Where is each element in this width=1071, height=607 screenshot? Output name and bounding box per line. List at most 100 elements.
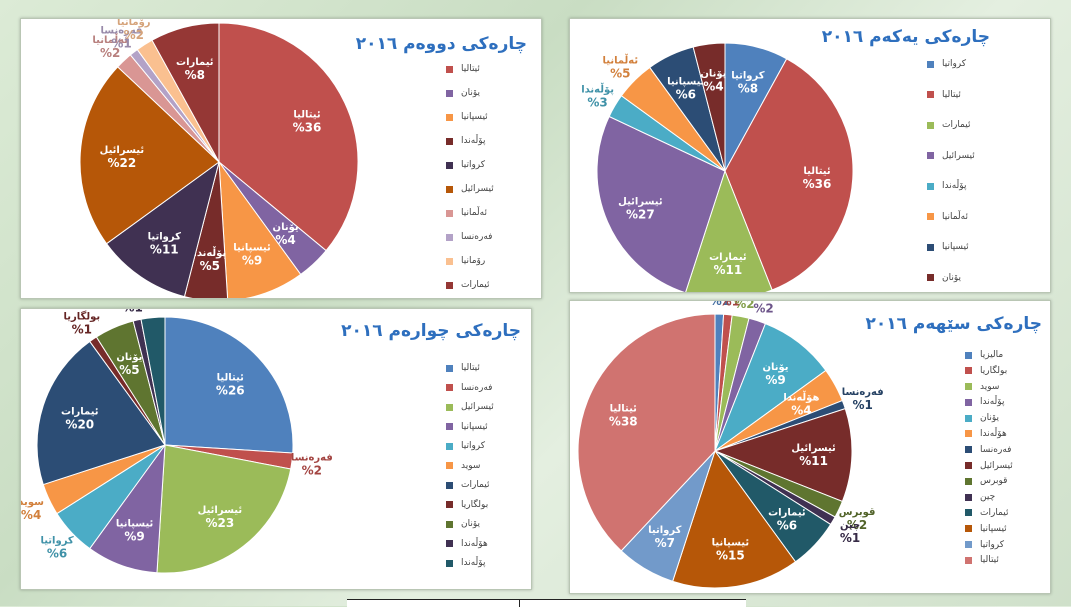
legend-item-c4-11: ئیسپانیا	[965, 522, 1045, 536]
chart-panel-q2: ئیتالیا %36 یۆنان %4 ئیسپانیا %9 پۆڵەندا %5 كروا…	[20, 18, 542, 299]
legend-swatch	[446, 520, 453, 528]
legend-item-c4-7: ئیسرائیل	[965, 459, 1045, 473]
slice-value-c3-5: %4	[21, 508, 41, 522]
pie-slice-c3-2	[156, 444, 292, 574]
bottom-bar-divider	[519, 600, 520, 607]
legend-swatch	[446, 89, 453, 97]
legend-item-c2-1: یۆنان	[446, 86, 536, 100]
legend-swatch	[446, 137, 453, 145]
slice-label-c3-6: ئیمارات	[61, 406, 99, 417]
legend-label: ئیتالیا	[461, 363, 480, 373]
slice-value-c1-7: %4	[703, 80, 723, 94]
slice-label-c2-1: یۆنان	[273, 222, 299, 233]
chart-title-q4: چارەکی چوارەم ٢٠١٦	[341, 321, 521, 341]
slice-value-c2-2: %9	[242, 254, 262, 268]
legend-swatch	[965, 525, 972, 533]
legend-item-c2-5: ئیسرائیل	[446, 182, 536, 196]
legend-label: ئیسپانیا	[980, 523, 1007, 534]
legend-swatch	[446, 233, 453, 241]
legend-swatch	[965, 430, 972, 438]
legend-label: رۆمانیا	[461, 256, 486, 266]
slice-label-c3-3: ئیسپانیا	[116, 518, 153, 529]
legend-q2: ئیتالیا یۆنان ئیسپانیا پۆڵەندا كرواتيا ئیسرائ…	[446, 62, 536, 298]
pie-slice-c1-1	[724, 58, 854, 291]
chart-title-q2: چارەکی دووەم ٢٠١٦	[355, 34, 527, 54]
legend-label: یۆنان	[461, 519, 481, 529]
legend-item-c2-3: پۆڵەندا	[446, 134, 536, 148]
slice-value-c1-6: %6	[676, 88, 696, 102]
legend-label: یۆنان	[942, 272, 962, 283]
legend-item-c4-3: پۆڵەندا	[965, 395, 1045, 409]
legend-label: ئیسرائیل	[461, 402, 494, 412]
legend-swatch	[927, 182, 934, 190]
slice-label-c2-8: رۆمانیا	[117, 19, 151, 28]
slice-value-c4-5: %4	[791, 404, 811, 418]
slice-value-c1-1: %36	[803, 177, 832, 191]
legend-item-c2-2: ئیسپانیا	[446, 110, 536, 124]
slice-label-c2-7: فەرەنسا	[101, 25, 143, 36]
legend-swatch	[446, 281, 453, 289]
legend-swatch	[965, 477, 972, 485]
legend-swatch	[927, 121, 934, 129]
slice-label-c2-0: ئیتالیا	[293, 110, 320, 121]
slice-label-c1-0: كرواتيا	[731, 71, 764, 82]
legend-label: قوبرس	[980, 476, 1008, 487]
slice-value-c3-7: %1	[72, 323, 92, 337]
slice-value-c2-1: %4	[275, 233, 295, 247]
chart-panel-q1: كرواتيا %8 ئیتالیا %36 ئیمارات %11 ئیسرائیل %27…	[569, 18, 1051, 293]
pie-slice-c2-5	[79, 66, 220, 245]
pie-slice-c3-6	[36, 340, 166, 486]
legend-swatch	[927, 91, 934, 98]
legend-swatch	[446, 481, 453, 489]
legend-label: بولگاریا	[980, 365, 1008, 376]
slice-value-c4-3: %2	[753, 302, 773, 316]
pie-slice-c4-11	[672, 449, 797, 589]
slice-value-c4-6: %1	[853, 398, 873, 412]
legend-label: سوید	[461, 460, 481, 471]
legend-swatch	[446, 364, 453, 372]
slice-label-c4-13: ئیتالیا	[610, 404, 637, 415]
legend-label: پۆڵەندا	[461, 558, 486, 568]
slice-value-c1-4: %3	[587, 96, 607, 110]
legend-item-c3-2: ئیسرائیل	[446, 400, 526, 414]
legend-label: پۆڵەندا	[942, 181, 967, 191]
legend-q4: ئیتالیا فەرەنسا ئیسرائیل ئیسپانیا كرواتيا سوی…	[446, 361, 526, 576]
legend-label: بولگاریا	[461, 499, 489, 510]
legend-swatch	[927, 152, 934, 159]
legend-swatch	[446, 403, 453, 411]
pie-slice-c3-0	[164, 316, 294, 454]
legend-label: یۆنان	[461, 88, 481, 98]
legend-swatch	[446, 65, 453, 73]
legend-item-c1-1: ئیتالیا	[927, 88, 1022, 102]
slice-label-c2-9: ئیمارات	[176, 57, 214, 68]
legend-swatch	[446, 501, 453, 508]
legend-label: ئیمارات	[461, 280, 490, 290]
slice-value-c1-3: %27	[626, 208, 655, 222]
legend-label: ئیتالیا	[980, 555, 999, 566]
slice-label-c1-5: ئەڵمانیا	[602, 53, 638, 66]
chart-panel-q3: مالیزیا%1بولگاریا%1سوید%2پۆڵەندا%2یۆنان%…	[569, 300, 1051, 594]
legend-label: كرواتيا	[461, 160, 486, 170]
legend-label: ئیسپانیا	[461, 112, 488, 122]
legend-swatch	[446, 257, 453, 265]
legend-item-c4-5: هۆڵەندا	[965, 427, 1045, 441]
legend-swatch	[965, 556, 972, 564]
legend-label: سوید	[980, 381, 1000, 392]
legend-label: ئیسرائیل	[980, 460, 1013, 471]
slice-label-c3-2: ئیسرائیل	[198, 505, 242, 516]
bottom-bar	[347, 599, 746, 607]
legend-item-c3-7: بولگاریا	[446, 498, 526, 512]
legend-swatch	[965, 398, 972, 406]
slice-label-c2-6: ئەڵمانیا	[92, 33, 128, 46]
slice-value-c2-7: %1	[111, 36, 131, 50]
slice-value-c4-0: %1	[710, 301, 730, 308]
legend-item-c4-4: یۆنان	[965, 411, 1045, 425]
slice-value-c4-1: %1	[720, 301, 740, 309]
legend-swatch	[965, 462, 972, 470]
chart-title-q3: چارەکی سێهەم ٢٠١٦	[865, 314, 1042, 334]
legend-item-c1-7: یۆنان	[927, 271, 1022, 285]
slice-label-c3-7: بولگاریا	[63, 310, 100, 323]
pie-slice-c2-2	[218, 160, 302, 298]
pie-chart-q2: ئیتالیا%36 یۆنان%4 ئیسپانیا%9 پۆڵەندا%5 كروا…	[79, 19, 359, 298]
slice-value-c2-3: %5	[200, 259, 220, 273]
